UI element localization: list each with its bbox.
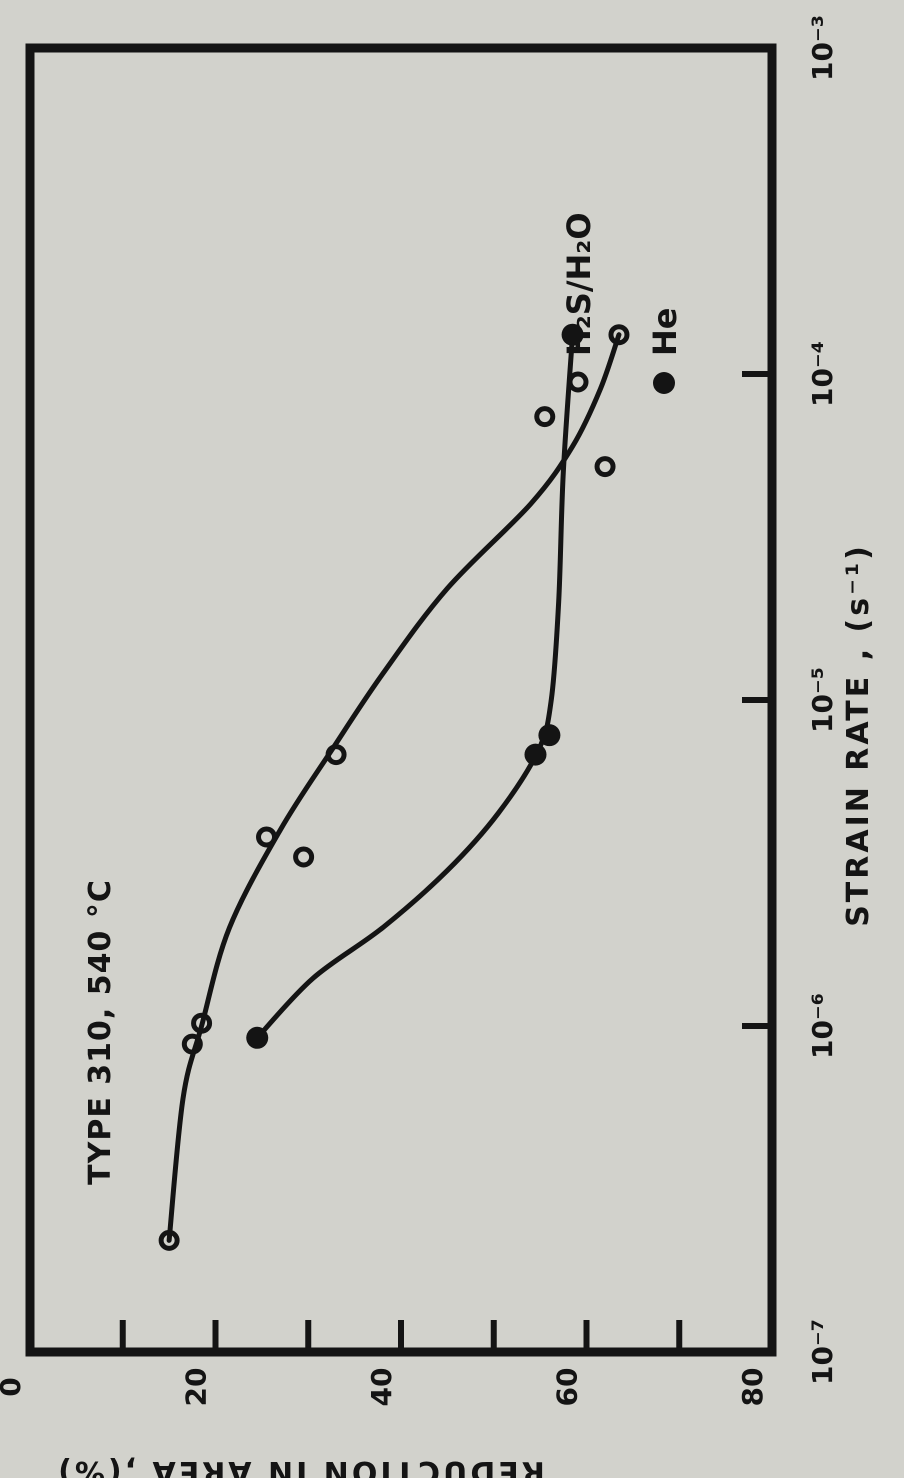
legend-item-he: He	[646, 308, 684, 394]
plot-frame-layer	[25, 43, 777, 1357]
legend-item-h2s-h2o: H₂S/H₂O	[560, 212, 598, 393]
data-point-he	[524, 743, 547, 766]
data-point-h2s-h2o	[181, 1033, 203, 1055]
y-tick-label: 80	[736, 1368, 769, 1407]
plot-border	[25, 43, 777, 1357]
y-tick-label: 20	[180, 1368, 213, 1407]
legend-marker-open-circle	[567, 371, 589, 393]
y-tick-label: 0	[0, 1377, 27, 1396]
chart-annotation: TYPE 310, 540 °C	[83, 879, 118, 1185]
x-tick-label: 10⁻⁴	[806, 341, 839, 407]
data-point-he	[561, 323, 584, 346]
data-point-h2s-h2o	[293, 846, 315, 868]
curve-he	[254, 332, 576, 1041]
legend-marker-filled-circle	[653, 372, 675, 394]
data-point-h2s-h2o	[158, 1229, 180, 1251]
legend-label-h2s-h2o: H₂S/H₂O	[560, 212, 598, 356]
data-points-layer	[158, 323, 630, 1251]
data-point-h2s-h2o	[325, 744, 347, 766]
data-point-h2s-h2o	[608, 324, 630, 346]
x-tick-label: 10⁻⁶	[806, 993, 839, 1059]
tick-marks-layer	[119, 371, 772, 1352]
data-point-he	[246, 1026, 269, 1049]
y-axis-title: REDUCTION IN AREA ,(%)	[55, 1454, 545, 1478]
y-tick-labels: 0 20 40 60 80	[0, 1368, 769, 1407]
x-tick-label: 10⁻⁷	[806, 1319, 839, 1385]
legend-label-he: He	[646, 308, 684, 356]
y-tick-label: 60	[551, 1368, 584, 1407]
x-tick-labels: 10⁻⁷ 10⁻⁶ 10⁻⁵ 10⁻⁴ 10⁻³	[806, 15, 839, 1385]
fitted-curves-layer	[166, 332, 622, 1243]
x-tick-label: 10⁻⁵	[806, 667, 839, 733]
data-point-h2s-h2o	[534, 406, 556, 428]
data-point-h2s-h2o	[191, 1012, 213, 1034]
x-tick-label: 10⁻³	[806, 15, 839, 81]
data-point-h2s-h2o	[594, 456, 616, 478]
curve-h2s-h2o	[166, 332, 622, 1243]
data-point-he	[538, 724, 561, 747]
x-axis-title: STRAIN RATE , (s⁻¹)	[841, 543, 876, 927]
data-point-h2s-h2o	[256, 826, 278, 848]
legend: H₂S/H₂O He	[560, 212, 684, 394]
y-tick-label: 40	[365, 1368, 398, 1407]
